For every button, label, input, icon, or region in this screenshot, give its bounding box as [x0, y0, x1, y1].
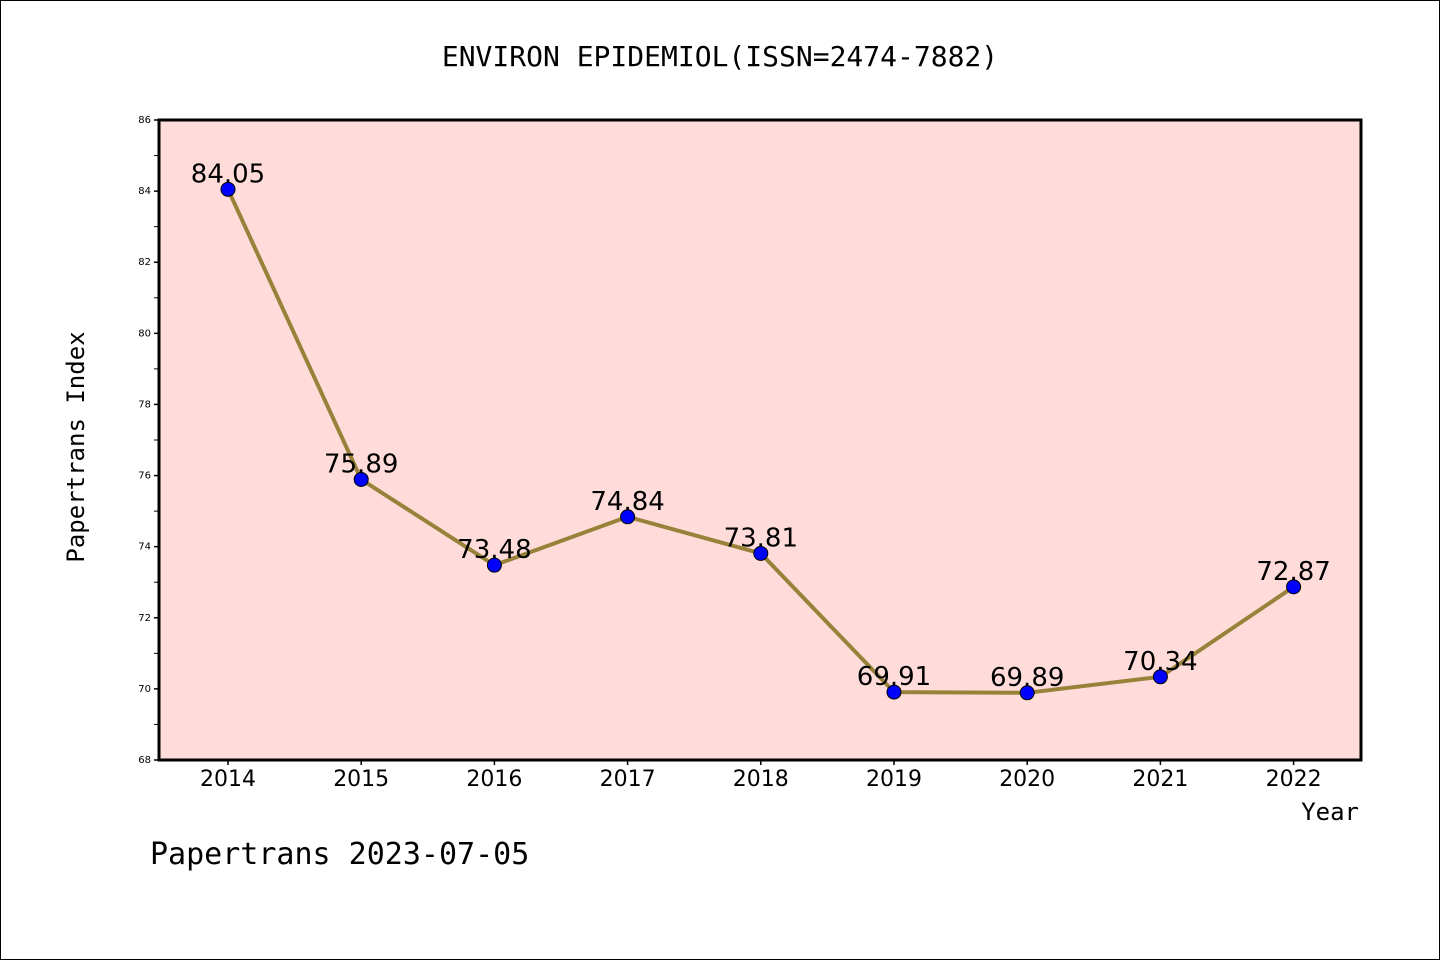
- data-label: 69.91: [857, 662, 931, 692]
- y-tick-label: 70: [138, 684, 151, 695]
- data-point: [353, 471, 369, 487]
- data-point: [620, 509, 636, 525]
- y-tick-label: 72: [138, 613, 151, 624]
- y-tick-label: 84: [138, 186, 151, 197]
- x-tick-label: 2017: [600, 767, 656, 792]
- data-label: 69.89: [990, 663, 1064, 693]
- data-label: 72.87: [1256, 557, 1330, 587]
- data-point: [753, 545, 769, 561]
- data-label: 73.81: [724, 523, 798, 553]
- chart-title: ENVIRON EPIDEMIOL(ISSN=2474-7882): [442, 40, 998, 73]
- y-axis-label: Papertrans Index: [62, 331, 90, 562]
- footer-text: Papertrans 2023-07-05: [150, 837, 529, 872]
- y-axis: 68 70 72 74 76 78 80 82 84 86: [138, 115, 159, 766]
- y-tick-label: 82: [138, 257, 151, 268]
- x-tick-label: 2016: [466, 767, 522, 792]
- y-tick-label: 80: [138, 328, 151, 339]
- data-point: [1019, 685, 1035, 701]
- data-label: 74.84: [590, 487, 664, 517]
- data-label: 75.89: [324, 449, 398, 479]
- data-point: [1286, 579, 1302, 595]
- data-point: [1152, 669, 1168, 685]
- plot-area: [157, 118, 1363, 762]
- x-tick-label: 2019: [866, 767, 922, 792]
- data-label: 73.48: [457, 535, 531, 565]
- data-label: 84.05: [191, 159, 265, 189]
- x-tick-label: 2015: [333, 767, 389, 792]
- y-tick-label: 76: [138, 471, 151, 482]
- y-tick-label: 78: [138, 399, 151, 410]
- x-tick-label: 2020: [999, 767, 1055, 792]
- x-tick-label: 2014: [200, 767, 256, 792]
- data-label: 70.34: [1123, 647, 1197, 677]
- x-tick-label: 2022: [1266, 767, 1322, 792]
- x-axis-label: Year: [1301, 798, 1359, 826]
- data-markers: [220, 181, 1302, 701]
- data-labels: 84.05 75.89 73.48 74.84 73.81 69.91 69.89 70.34…: [191, 159, 1331, 692]
- data-point: [220, 181, 236, 197]
- x-tick-label: 2018: [733, 767, 789, 792]
- data-point: [886, 684, 902, 700]
- y-tick-label: 74: [138, 542, 151, 553]
- x-axis: 2014 2015 2016 2017 2018 2019 2020 2021 2022: [200, 760, 1322, 792]
- y-tick-label: 86: [138, 115, 151, 126]
- x-tick-label: 2021: [1132, 767, 1188, 792]
- data-point: [486, 557, 502, 573]
- y-tick-label: 68: [138, 755, 151, 766]
